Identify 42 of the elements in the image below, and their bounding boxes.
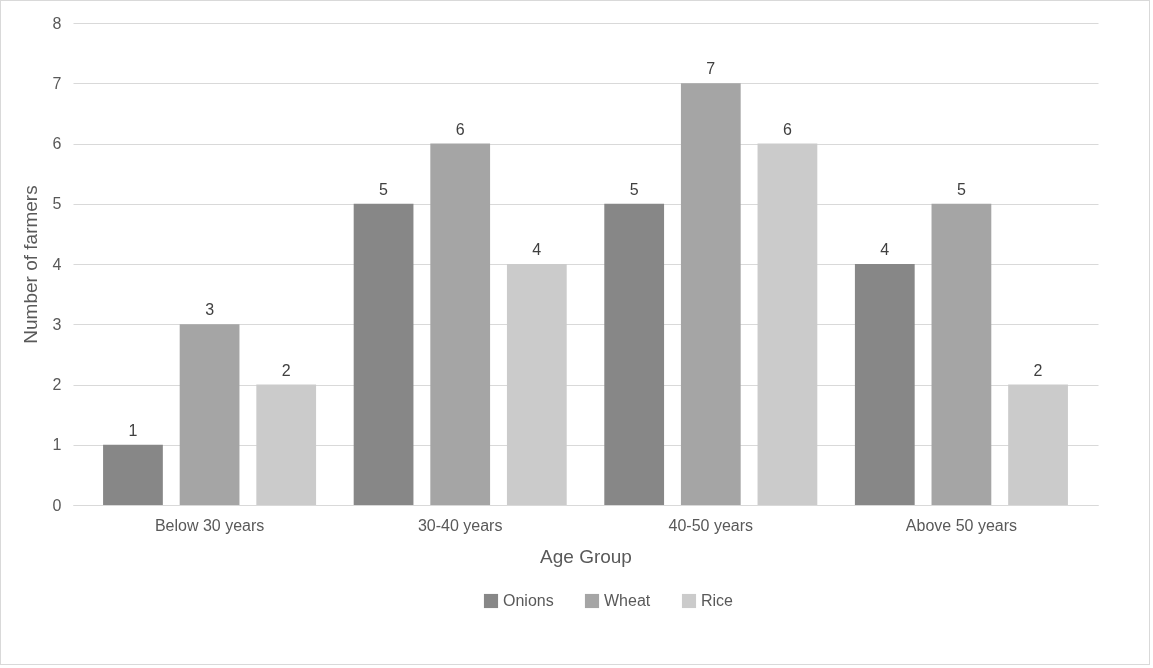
data-label: 6 [782, 120, 792, 138]
y-tick-label: 7 [52, 74, 62, 92]
x-tick-label: Above 50 years [905, 516, 1018, 534]
x-tick-label: 30-40 years [417, 516, 503, 534]
data-label: 5 [629, 180, 639, 198]
data-label: 4 [880, 241, 890, 258]
bar [931, 203, 992, 505]
x-axis-title: Age Group [540, 545, 632, 567]
y-tick-label: 3 [52, 315, 62, 333]
bar [1008, 384, 1068, 505]
legend-label: Rice [701, 592, 734, 609]
data-label: 2 [1033, 361, 1043, 379]
data-label: 7 [706, 60, 716, 78]
y-tick-label: 2 [52, 376, 62, 393]
data-label: 6 [455, 120, 465, 138]
bar [179, 324, 240, 505]
legend-label: Onions [503, 592, 554, 609]
y-axis-title: Number of farmers [19, 185, 41, 344]
bar [757, 143, 818, 505]
y-tick-label: 5 [52, 195, 62, 213]
y-tick-label: 6 [52, 135, 62, 152]
bar [506, 264, 567, 505]
bar [256, 384, 317, 505]
bar [680, 83, 741, 505]
data-label: 1 [128, 421, 138, 439]
legend-label: Wheat [604, 592, 651, 609]
y-tick-label: 0 [52, 496, 62, 514]
x-tick-label: 40-50 years [668, 516, 754, 534]
data-label: 5 [379, 180, 389, 198]
y-tick-label: 4 [52, 255, 62, 273]
data-label: 5 [956, 180, 966, 198]
bar [353, 203, 414, 505]
bar [854, 264, 915, 505]
data-label: 4 [532, 241, 542, 258]
y-tick-label: 8 [52, 14, 62, 32]
bar [430, 143, 491, 505]
bar [604, 203, 665, 505]
bar [103, 444, 163, 505]
y-tick-label: 1 [52, 436, 62, 454]
data-label: 2 [281, 361, 291, 379]
x-tick-label: Below 30 years [154, 516, 265, 534]
data-label: 3 [205, 301, 215, 319]
